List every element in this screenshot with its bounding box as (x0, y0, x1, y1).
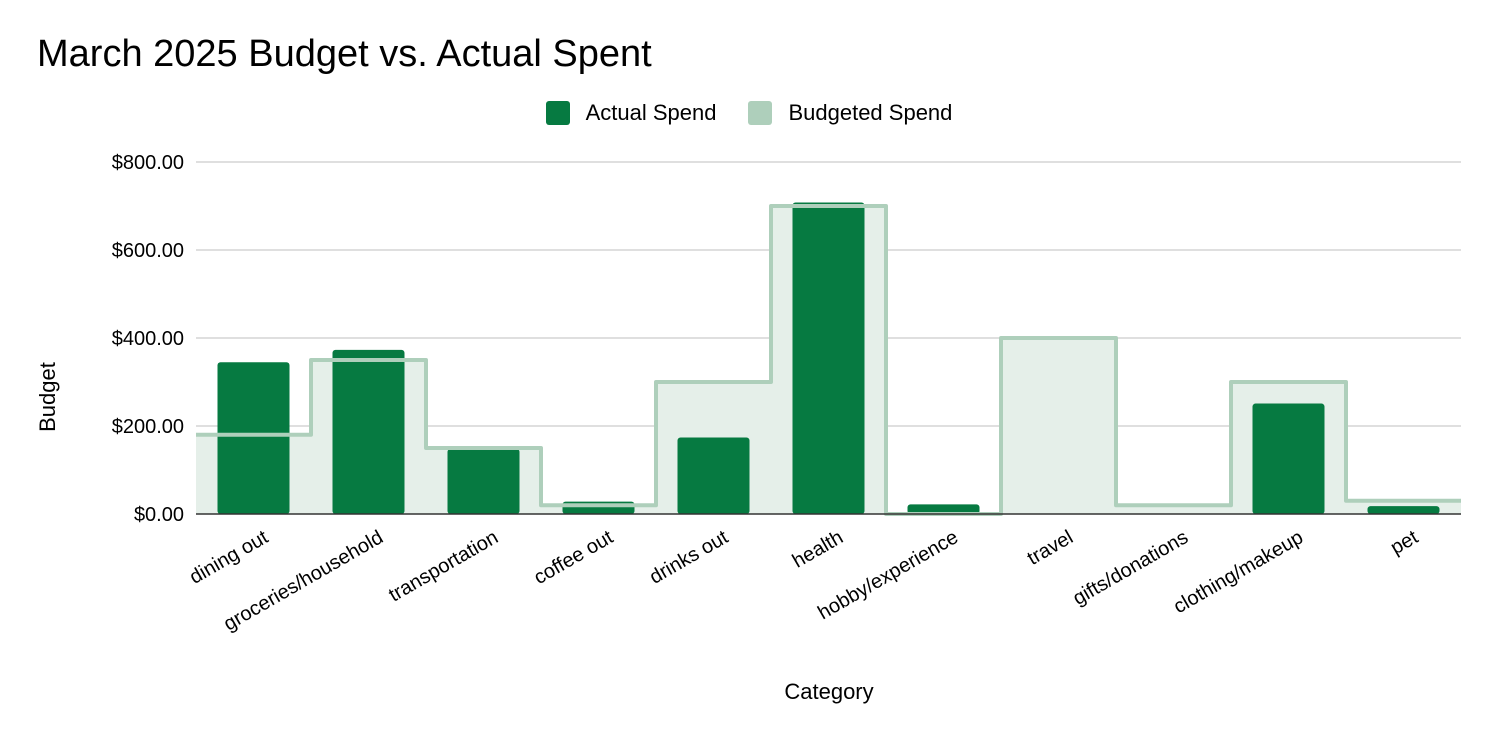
y-tick-label: $400.00 (112, 328, 184, 350)
bar-actual-0 (217, 362, 290, 514)
bar-actual-5 (792, 202, 865, 515)
legend-label-actual: Actual Spend (585, 100, 717, 125)
x-tick-label: dining out (186, 526, 273, 589)
x-tick-label: drinks out (646, 526, 732, 589)
budgeted-line (196, 204, 1461, 516)
x-tick-label: clothing/makeup (1170, 526, 1307, 618)
x-axis-title: Category (784, 679, 873, 704)
x-tick-label: transportation (385, 526, 502, 606)
x-tick-label: travel (1024, 526, 1077, 570)
legend-label-budgeted: Budgeted Spend (788, 100, 953, 125)
bar-actual-10 (1367, 506, 1440, 514)
bar-actual-1 (332, 349, 405, 514)
chart-title: March 2025 Budget vs. Actual Spent (37, 33, 652, 75)
y-tick-label: $0.00 (134, 504, 184, 526)
x-tick-label: coffee out (530, 526, 617, 589)
x-tick-label: pet (1387, 526, 1422, 559)
legend-item-budgeted[interactable]: Budgeted Spend (748, 100, 952, 126)
y-tick-label: $600.00 (112, 240, 184, 262)
legend-swatch-budgeted (748, 101, 773, 125)
y-tick-label: $800.00 (112, 152, 184, 174)
legend-swatch-actual (545, 101, 570, 125)
legend-item-actual[interactable]: Actual Spend (545, 100, 717, 126)
legend: Actual Spend Budgeted Spend (0, 100, 1498, 126)
bar-actual-9 (1252, 403, 1325, 514)
x-tick-label: health (789, 526, 847, 572)
bar-actual-2 (447, 448, 520, 514)
y-axis-title: Budget (35, 362, 60, 432)
bar-actual-6 (907, 504, 980, 514)
bar-actual-4 (677, 437, 750, 514)
y-tick-label: $200.00 (112, 416, 184, 438)
